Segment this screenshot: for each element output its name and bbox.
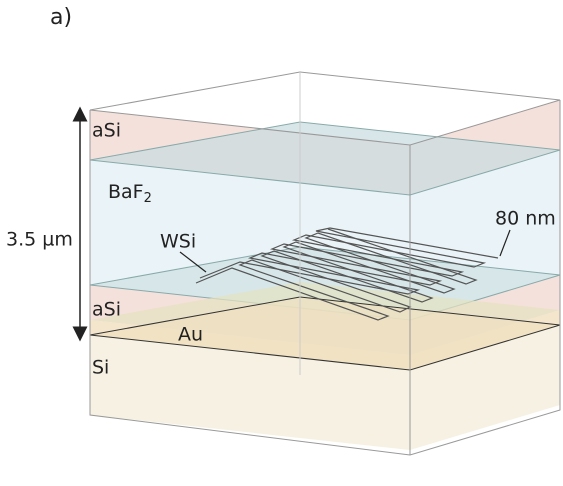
layer-faces [90,100,560,450]
diagram: a) aSi BaF2 3.5 µm WSi 80 nm aSi Au Si [0,0,563,486]
layer-label-main: BaF [108,181,144,203]
layer-label: Si [92,357,109,379]
layer-label: Au [178,324,203,346]
thickness-label: 3.5 µm [6,229,73,251]
layer-label-sub: 2 [144,191,152,206]
layer-label: aSi [92,120,121,142]
width-label: 80 nm [495,208,556,230]
wire-label: WSi [160,231,196,253]
panel-label: a) [50,5,72,30]
layer-label: aSi [92,299,121,321]
